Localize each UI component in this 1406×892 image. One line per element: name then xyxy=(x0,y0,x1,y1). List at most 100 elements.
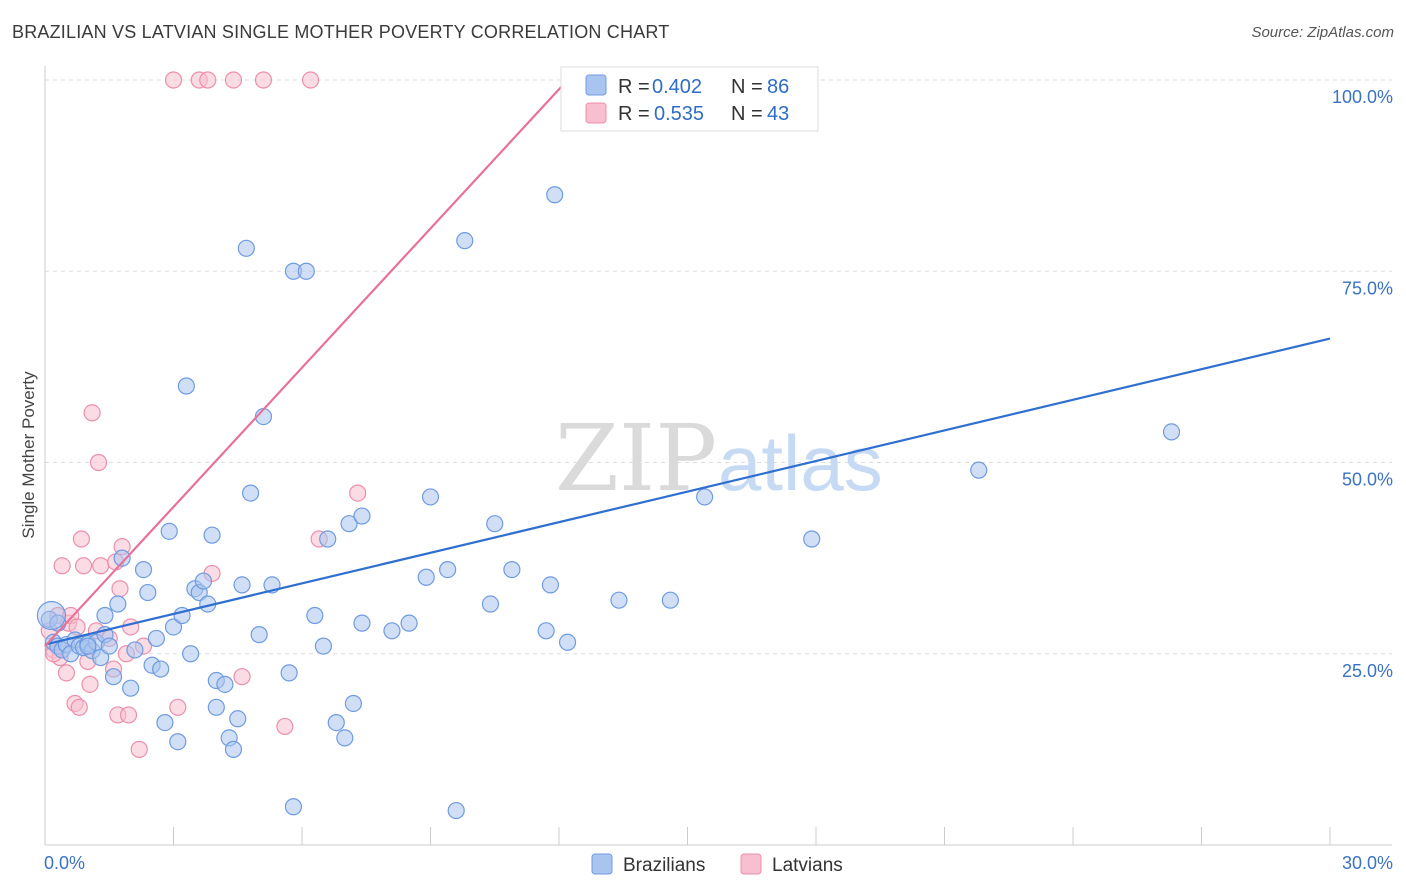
latvian-point xyxy=(233,668,251,686)
brazilian-point xyxy=(156,713,174,732)
brazilian-point xyxy=(417,568,435,586)
brazilian-point xyxy=(353,614,371,632)
y-axis-label: Single Mother Poverty xyxy=(19,371,38,539)
brazilian-point xyxy=(336,729,354,747)
legend-swatch-pink xyxy=(585,102,607,124)
brazilian-point xyxy=(250,626,268,644)
watermark: ZIP atlas xyxy=(555,405,883,512)
x-tick-label: 30.0% xyxy=(1342,853,1393,873)
brazilian-point xyxy=(122,679,140,697)
brazilian-point xyxy=(224,740,243,758)
brazilian-point xyxy=(1162,423,1181,441)
correlation-legend: R = 0.402 N = 86 R = 0.535 N = 43 xyxy=(560,66,819,132)
latvian-point xyxy=(119,706,138,724)
brazilian-point xyxy=(177,377,195,395)
brazilian-point xyxy=(126,641,144,659)
x-tick-labels: 0.0% 30.0% xyxy=(44,853,1393,873)
latvian-point xyxy=(130,740,148,758)
latvian-point xyxy=(254,71,273,89)
brazilian-point xyxy=(92,648,110,667)
brazilian-point xyxy=(546,186,564,204)
brazilian-point xyxy=(344,694,362,713)
brazilian-point xyxy=(229,710,247,728)
brazilian-trend-line xyxy=(44,337,1331,646)
brazilian-point xyxy=(194,572,213,590)
latvian-point xyxy=(74,557,93,575)
brazilian-point xyxy=(169,733,187,751)
y-tick-label: 75.0% xyxy=(1342,278,1393,298)
brazilian-point xyxy=(134,560,153,579)
legend-r-value-blue: 0.402 xyxy=(652,76,702,98)
latvian-point xyxy=(349,484,367,502)
axes xyxy=(44,66,1392,846)
latvian-point xyxy=(57,664,76,682)
brazilian-point xyxy=(164,618,183,636)
legend-swatch-blue xyxy=(585,74,607,96)
brazilian-point xyxy=(182,645,200,663)
brazilian-point xyxy=(503,560,521,579)
brazilian-point xyxy=(340,515,358,533)
brazilian-point xyxy=(456,232,474,250)
brazilian-point xyxy=(280,664,298,682)
brazilian-point xyxy=(447,801,465,820)
series-swatch-latvians xyxy=(740,853,762,875)
brazilian-point xyxy=(207,698,225,716)
brazilian-point xyxy=(353,507,371,525)
legend-n-label: N = xyxy=(731,103,763,125)
brazilian-point xyxy=(216,675,234,693)
latvian-point xyxy=(199,71,217,89)
latvian-point xyxy=(164,71,183,89)
brazilian-point xyxy=(327,713,345,732)
y-tick-label: 50.0% xyxy=(1342,470,1393,490)
brazilian-point xyxy=(610,591,628,609)
brazilian-point xyxy=(109,595,127,613)
brazilian-point xyxy=(383,622,401,640)
latvian-point xyxy=(83,404,101,422)
x-tick-label: 0.0% xyxy=(44,853,85,873)
brazilian-point xyxy=(314,637,333,655)
brazilian-point xyxy=(36,600,67,631)
brazilian-point xyxy=(237,239,255,257)
latvian-point xyxy=(89,453,108,472)
brazilian-point xyxy=(113,549,131,567)
brazilian-point xyxy=(481,595,500,613)
latvian-point xyxy=(169,698,187,716)
latvian-point xyxy=(301,71,320,89)
brazilian-point xyxy=(306,606,324,625)
brazilian-point xyxy=(803,530,821,548)
latvian-point xyxy=(53,557,71,575)
brazilian-point xyxy=(139,583,157,602)
brazilian-point xyxy=(160,522,178,540)
chart-title: BRAZILIAN VS LATVIAN SINGLE MOTHER POVER… xyxy=(12,22,670,42)
brazilian-point xyxy=(696,488,714,506)
brazilian-point xyxy=(104,668,123,686)
legend-r-label: R = xyxy=(618,103,650,125)
legend-r-label: R = xyxy=(618,76,650,98)
latvian-trend-line xyxy=(44,79,569,647)
series-legend: Brazilians Latvians xyxy=(591,853,843,876)
brazilian-point xyxy=(284,798,303,816)
brazilian-point xyxy=(439,560,457,579)
brazilian-point xyxy=(661,591,679,609)
legend-n-value-blue: 86 xyxy=(767,76,789,98)
brazilian-point xyxy=(233,576,251,594)
brazilian-point xyxy=(319,530,337,548)
brazilian-point xyxy=(400,614,418,632)
brazilian-point xyxy=(486,515,504,533)
latvian-point xyxy=(81,675,99,693)
legend-r-value-pink: 0.535 xyxy=(654,103,704,125)
latvian-point xyxy=(72,530,91,548)
brazilian-point xyxy=(541,576,560,594)
brazilian-points xyxy=(36,71,1181,820)
watermark-zip: ZIP xyxy=(555,405,717,512)
y-tick-label: 25.0% xyxy=(1342,661,1393,681)
y-tick-labels: 25.0% 50.0% 75.0% 100.0% xyxy=(1332,87,1393,681)
latvian-point xyxy=(122,618,140,636)
brazilian-point xyxy=(147,629,165,648)
brazilian-point xyxy=(242,484,260,502)
series-label-brazilians: Brazilians xyxy=(623,855,705,876)
legend-n-value-pink: 43 xyxy=(767,103,789,125)
latvian-point xyxy=(111,580,129,598)
latvian-point xyxy=(276,717,294,736)
legend-n-label: N = xyxy=(731,76,763,98)
